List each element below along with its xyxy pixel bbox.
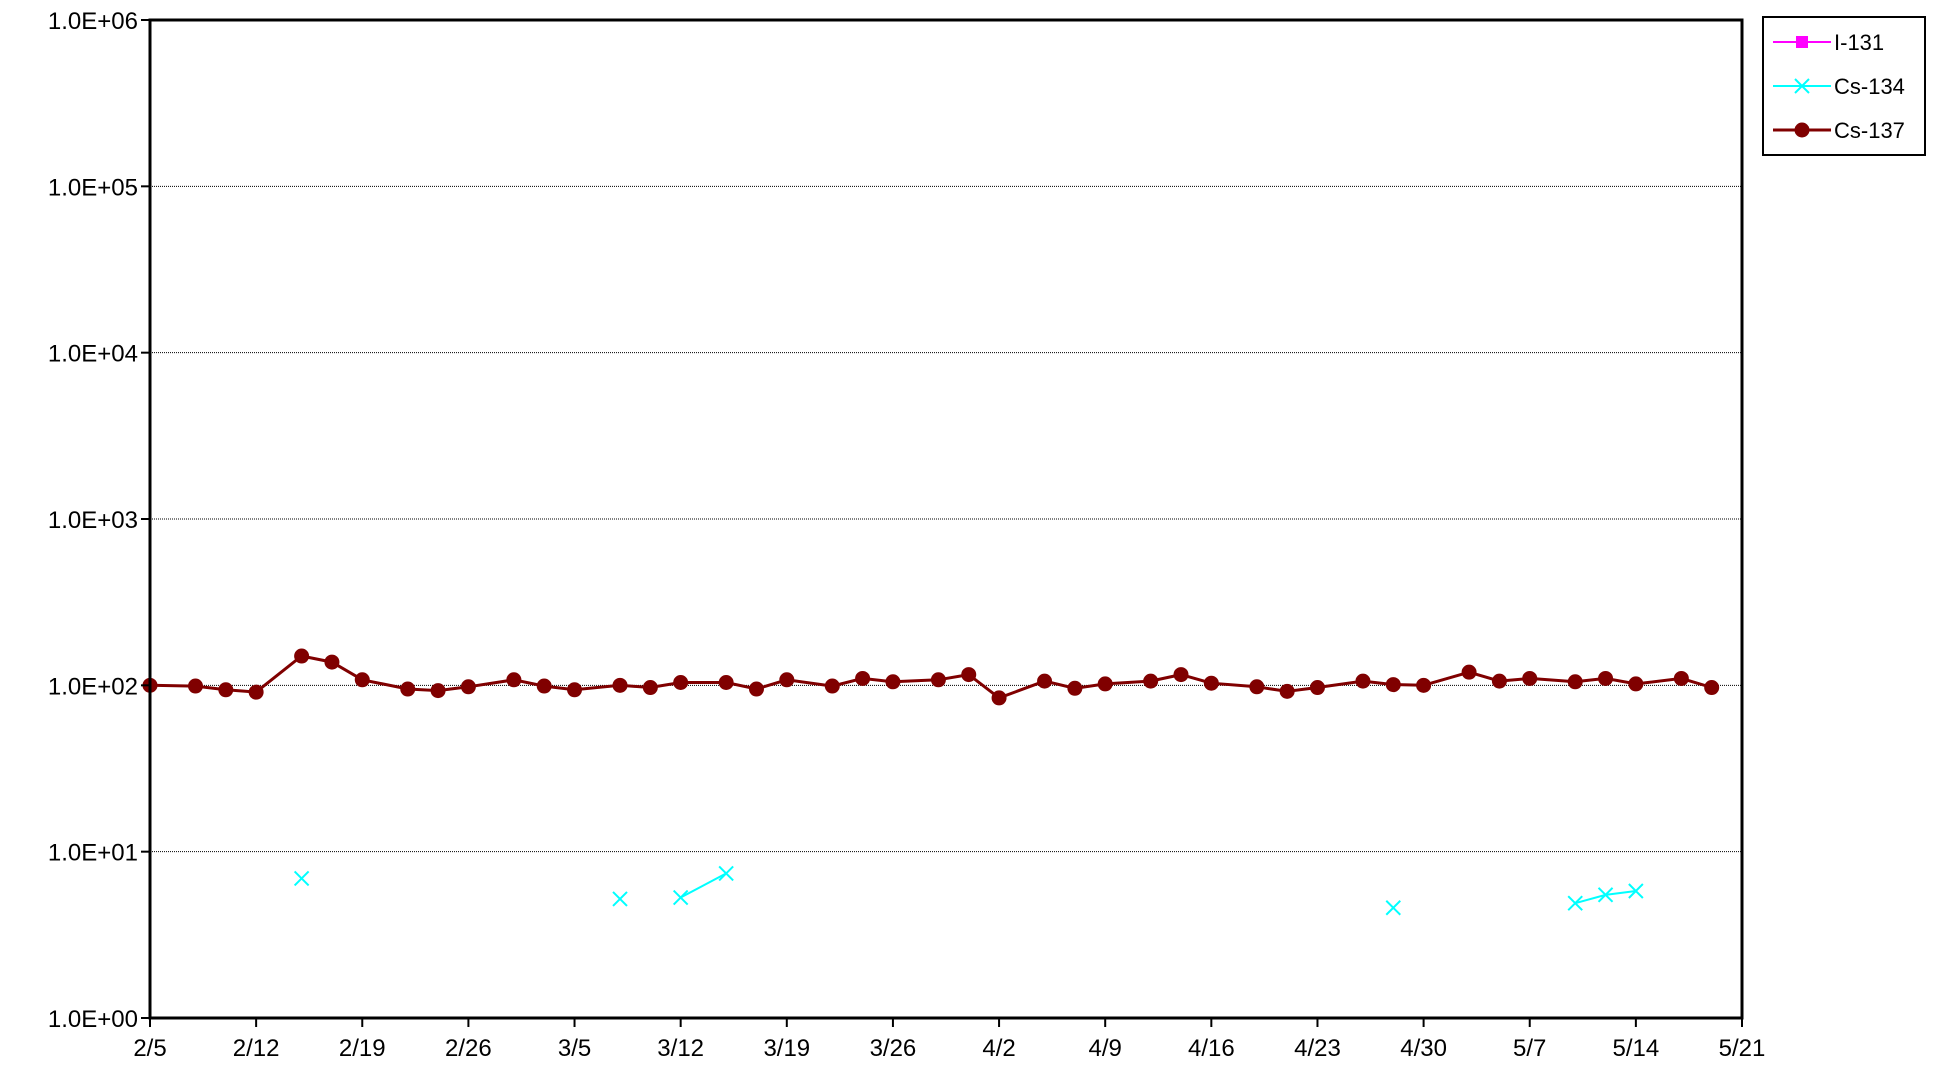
data-point bbox=[718, 865, 734, 882]
x-tick-label: 2/26 bbox=[445, 1035, 492, 1062]
x-tick-label: 3/19 bbox=[763, 1035, 810, 1062]
legend-item-cs-134: Cs-134 bbox=[1773, 74, 1905, 99]
data-point bbox=[1597, 887, 1614, 903]
data-point bbox=[1598, 670, 1614, 686]
data-point bbox=[779, 672, 795, 688]
legend-box bbox=[1762, 16, 1926, 156]
data-point bbox=[1143, 673, 1159, 689]
legend-label: Cs-134 bbox=[1834, 74, 1905, 99]
y-tick-label: 1.0E+04 bbox=[48, 341, 138, 368]
series-cs-134 bbox=[293, 865, 1644, 916]
y-tick-label: 1.0E+00 bbox=[48, 1006, 138, 1033]
data-point bbox=[1037, 673, 1053, 689]
data-point bbox=[885, 674, 901, 690]
x-tick-label: 5/14 bbox=[1613, 1035, 1660, 1062]
x-tick-label: 3/26 bbox=[870, 1035, 917, 1062]
gridlines bbox=[150, 185, 1742, 853]
y-tick-label: 1.0E+01 bbox=[48, 840, 138, 867]
legend-item-i-131: I-131 bbox=[1773, 30, 1884, 55]
data-point bbox=[506, 672, 522, 688]
data-point bbox=[612, 891, 628, 907]
data-point bbox=[187, 678, 203, 694]
x-tick-label: 2/12 bbox=[233, 1035, 280, 1062]
data-point bbox=[1522, 670, 1538, 686]
x-tick-label: 4/9 bbox=[1089, 1035, 1122, 1062]
data-point bbox=[1628, 883, 1644, 899]
y-tick-label: 1.0E+05 bbox=[48, 174, 138, 201]
series-line bbox=[680, 872, 727, 899]
data-point bbox=[248, 684, 264, 700]
data-point bbox=[1491, 673, 1507, 689]
legend: I-131 Cs-134 Cs-137 bbox=[1762, 16, 1926, 156]
data-point bbox=[536, 678, 552, 694]
x-tick-label: 3/5 bbox=[558, 1035, 591, 1062]
data-point bbox=[1567, 674, 1583, 690]
data-point bbox=[430, 683, 446, 699]
data-point bbox=[1067, 680, 1083, 696]
x-tick-label: 2/5 bbox=[133, 1035, 166, 1062]
series-line bbox=[1574, 890, 1637, 905]
data-point bbox=[218, 682, 234, 698]
data-point bbox=[1309, 680, 1325, 696]
series-layer bbox=[142, 648, 1720, 916]
data-point bbox=[1203, 675, 1219, 691]
data-point bbox=[1279, 683, 1295, 699]
x-tick-label: 5/21 bbox=[1719, 1035, 1766, 1062]
data-point bbox=[1567, 895, 1583, 911]
data-point bbox=[718, 675, 734, 691]
data-point bbox=[672, 889, 689, 906]
series-line bbox=[149, 654, 1713, 700]
data-point bbox=[324, 654, 340, 670]
data-point bbox=[400, 681, 416, 697]
data-point bbox=[824, 678, 840, 694]
legend-item-cs-137: Cs-137 bbox=[1773, 118, 1905, 143]
data-point bbox=[642, 680, 658, 696]
x-tick-label: 4/23 bbox=[1294, 1035, 1341, 1062]
x-tick-label: 2/19 bbox=[339, 1035, 386, 1062]
x-axis: 2/5 2/12 2/19 2/26 3/5 3/12 3/19 3/26 4/2 4/9 4/16… bbox=[133, 1018, 1765, 1062]
legend-label: I-131 bbox=[1834, 30, 1884, 55]
data-point bbox=[567, 682, 583, 698]
y-tick-label: 1.0E+02 bbox=[48, 673, 138, 700]
data-point bbox=[748, 681, 764, 697]
data-point bbox=[1673, 670, 1689, 686]
data-point bbox=[855, 670, 871, 686]
data-point bbox=[1097, 676, 1113, 692]
data-point bbox=[354, 672, 370, 688]
y-axis: 1.0E+00 1.0E+01 1.0E+02 1.0E+03 1.0E+04 1.0E+… bbox=[48, 8, 150, 1033]
y-tick-label: 1.0E+06 bbox=[48, 8, 138, 35]
x-tick-label: 4/2 bbox=[982, 1035, 1015, 1062]
legend-marker bbox=[1794, 122, 1810, 138]
data-point bbox=[961, 667, 977, 683]
x-tick-label: 5/7 bbox=[1513, 1035, 1546, 1062]
data-point bbox=[612, 677, 628, 693]
data-point bbox=[930, 672, 946, 688]
data-point bbox=[294, 648, 310, 664]
x-tick-label: 4/16 bbox=[1188, 1035, 1235, 1062]
data-point bbox=[1704, 680, 1720, 696]
data-point bbox=[673, 675, 689, 691]
data-point bbox=[1416, 677, 1432, 693]
data-point bbox=[1173, 667, 1189, 683]
data-point bbox=[1385, 677, 1401, 693]
data-point bbox=[991, 690, 1007, 706]
legend-marker bbox=[1796, 36, 1808, 48]
x-tick-label: 4/30 bbox=[1400, 1035, 1447, 1062]
data-point bbox=[460, 679, 476, 695]
data-point bbox=[1628, 676, 1644, 692]
data-point bbox=[1355, 673, 1371, 689]
legend-label: Cs-137 bbox=[1834, 118, 1905, 143]
y-tick-label: 1.0E+03 bbox=[48, 507, 138, 534]
data-point bbox=[1461, 664, 1477, 680]
series-cs-137 bbox=[142, 648, 1720, 706]
data-point bbox=[1385, 900, 1401, 916]
legend-marker bbox=[1794, 78, 1810, 94]
x-tick-label: 3/12 bbox=[657, 1035, 704, 1062]
data-point bbox=[293, 870, 310, 887]
data-point bbox=[1249, 679, 1265, 695]
